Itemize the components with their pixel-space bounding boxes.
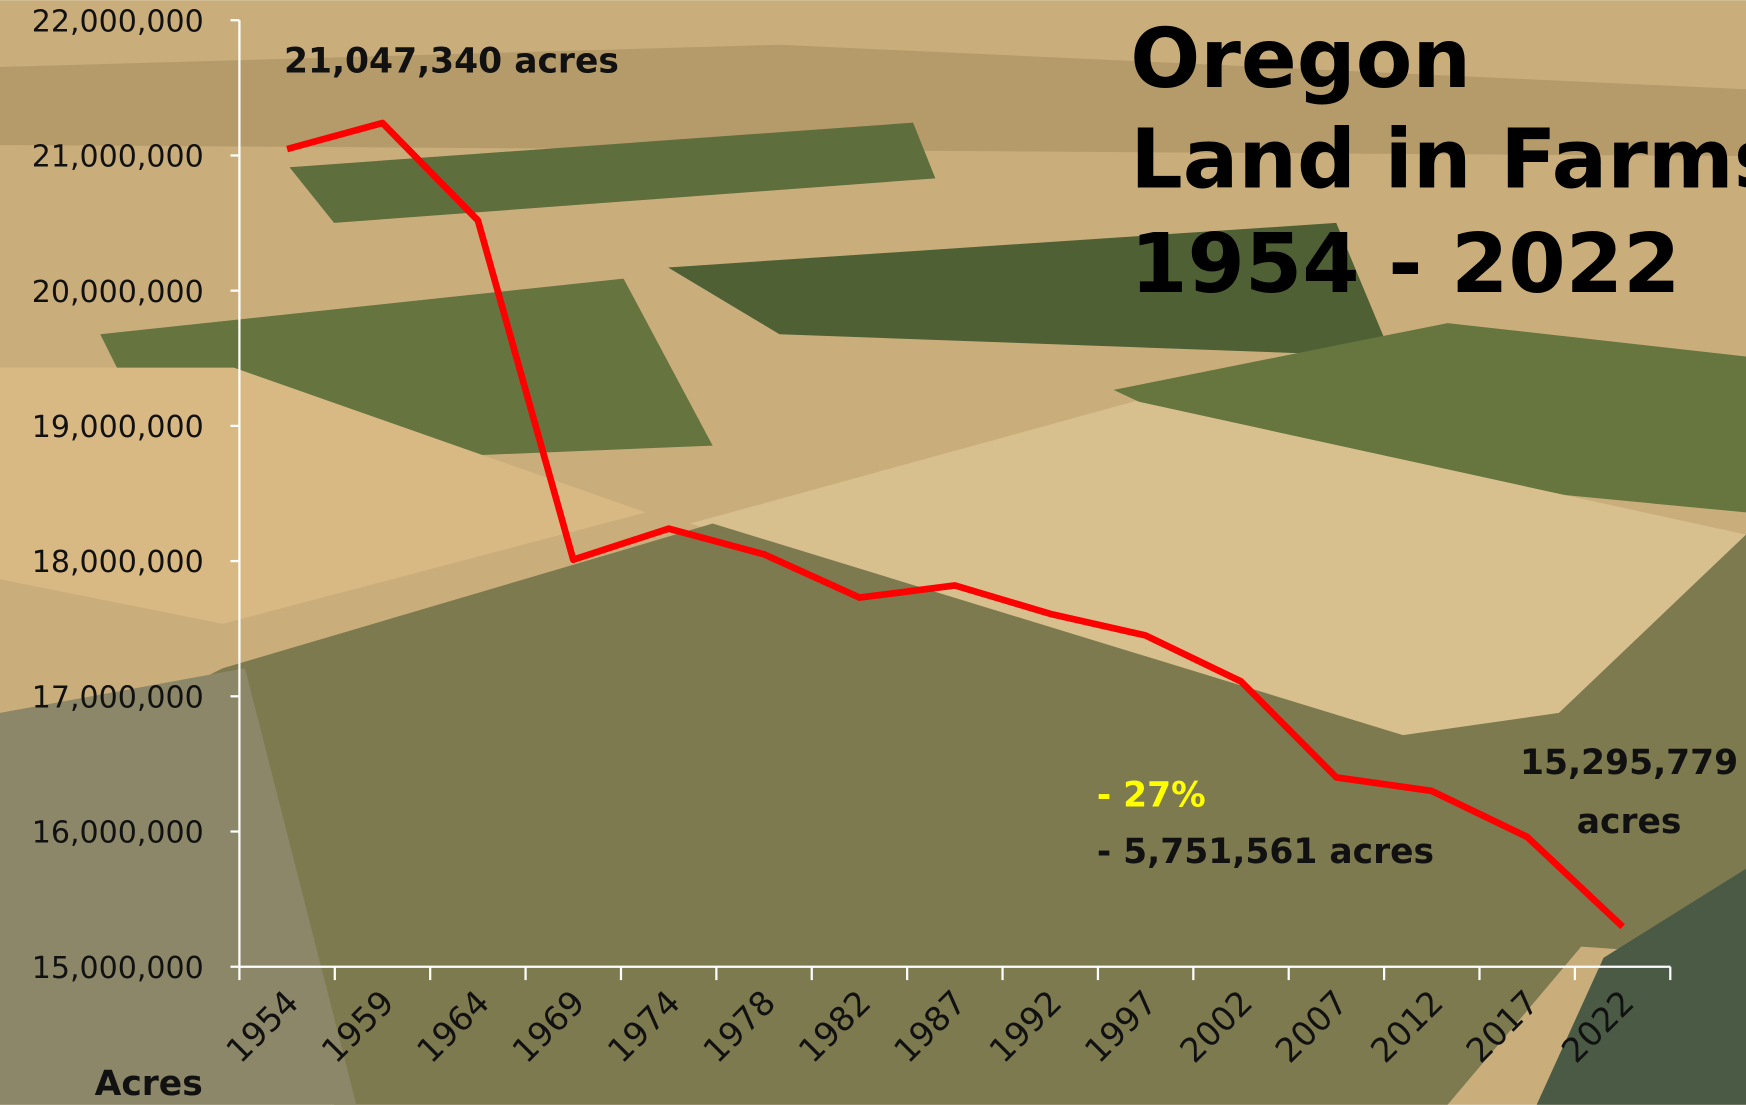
y-axis-label: Acres bbox=[95, 1064, 203, 1104]
y-tick-label: 16,000,000 bbox=[32, 816, 204, 851]
annotation: 15,295,779 bbox=[1520, 743, 1738, 783]
chart-title: Oregon bbox=[1130, 12, 1471, 107]
y-tick-label: 22,000,000 bbox=[32, 4, 204, 39]
chart-title: 1954 - 2022 bbox=[1130, 217, 1680, 312]
annotation: - 27% bbox=[1097, 775, 1206, 815]
y-tick-label: 20,000,000 bbox=[32, 275, 204, 310]
y-tick-label: 18,000,000 bbox=[32, 545, 204, 580]
chart: Oregon Land in Farms 1954 - 2022 21,047,… bbox=[0, 0, 1746, 1105]
y-tick-label: 15,000,000 bbox=[32, 951, 204, 986]
annotation: acres bbox=[1577, 802, 1682, 842]
annotation: 21,047,340 acres bbox=[284, 42, 619, 82]
y-tick-label: 21,000,000 bbox=[32, 140, 204, 175]
y-tick-label: 19,000,000 bbox=[32, 410, 204, 445]
y-tick-label: 17,000,000 bbox=[32, 680, 204, 715]
annotation: - 5,751,561 acres bbox=[1097, 832, 1434, 872]
chart-title: Land in Farms bbox=[1130, 112, 1746, 207]
